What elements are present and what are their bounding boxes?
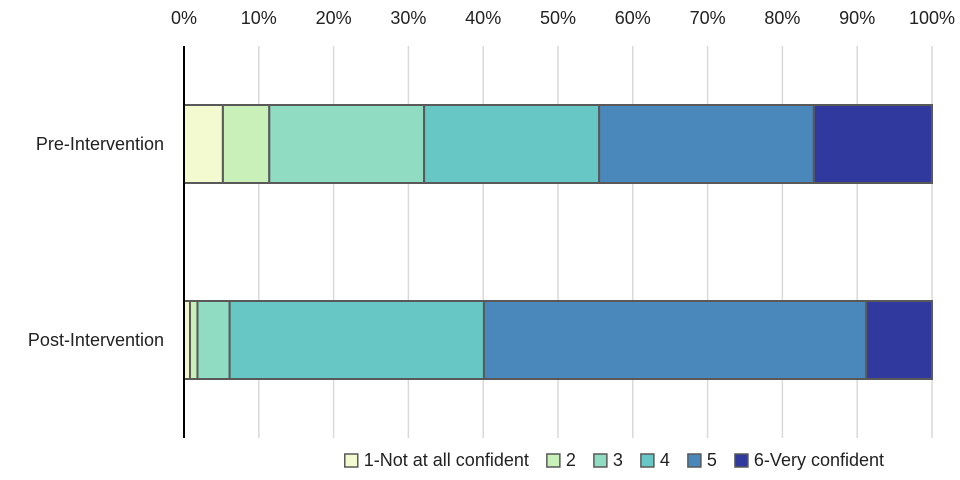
- legend-item: 3: [593, 450, 623, 470]
- bar-segment: [865, 300, 934, 380]
- legend-label: 6-Very confident: [754, 450, 884, 470]
- x-tick-label: 80%: [764, 8, 800, 28]
- x-tick-label: 90%: [839, 8, 875, 28]
- legend-label: 4: [660, 450, 670, 470]
- bars: [183, 104, 934, 380]
- legend-label: 1-Not at all confident: [364, 450, 529, 470]
- legend-swatch: [734, 453, 749, 468]
- x-tick-label: 40%: [465, 8, 501, 28]
- bar-segment: [221, 104, 271, 184]
- bar-segment: [482, 300, 868, 380]
- x-tick-label: 100%: [909, 8, 955, 28]
- legend-item: 5: [687, 450, 717, 470]
- category-label: Post-Intervention: [28, 330, 164, 350]
- legend-item: 6-Very confident: [734, 450, 884, 470]
- category-label: Pre-Intervention: [36, 134, 164, 154]
- bar-segment: [188, 300, 199, 380]
- bar-segment: [423, 104, 601, 184]
- bar-segment: [183, 104, 224, 184]
- bar-segment: [196, 300, 231, 380]
- x-axis-tick-labels: 0% 10% 20% 30% 40% 50% 60% 70% 80% 90% 100%: [171, 8, 955, 28]
- bar-segment: [268, 104, 426, 184]
- x-tick-label: 0%: [171, 8, 197, 28]
- x-tick-label: 50%: [540, 8, 576, 28]
- legend-item: 4: [640, 450, 670, 470]
- bar-segment: [228, 300, 485, 380]
- x-tick-label: 20%: [316, 8, 352, 28]
- legend-swatch: [687, 453, 702, 468]
- legend: 1-Not at all confident 2 3 4 5 6-Very confide…: [344, 450, 884, 470]
- legend-item: 1-Not at all confident: [344, 450, 529, 470]
- legend-swatch: [593, 453, 608, 468]
- x-tick-label: 30%: [390, 8, 426, 28]
- legend-item: 2: [546, 450, 576, 470]
- legend-swatch: [546, 453, 561, 468]
- legend-label: 5: [707, 450, 717, 470]
- legend-swatch: [344, 453, 359, 468]
- x-tick-label: 60%: [615, 8, 651, 28]
- legend-label: 2: [566, 450, 576, 470]
- x-tick-label: 10%: [241, 8, 277, 28]
- category-labels: Pre-Intervention Post-Intervention: [28, 134, 164, 350]
- bar-segment: [812, 104, 933, 184]
- bar-segment: [598, 104, 815, 184]
- x-tick-label: 70%: [690, 8, 726, 28]
- legend-label: 3: [613, 450, 623, 470]
- legend-swatch: [640, 453, 655, 468]
